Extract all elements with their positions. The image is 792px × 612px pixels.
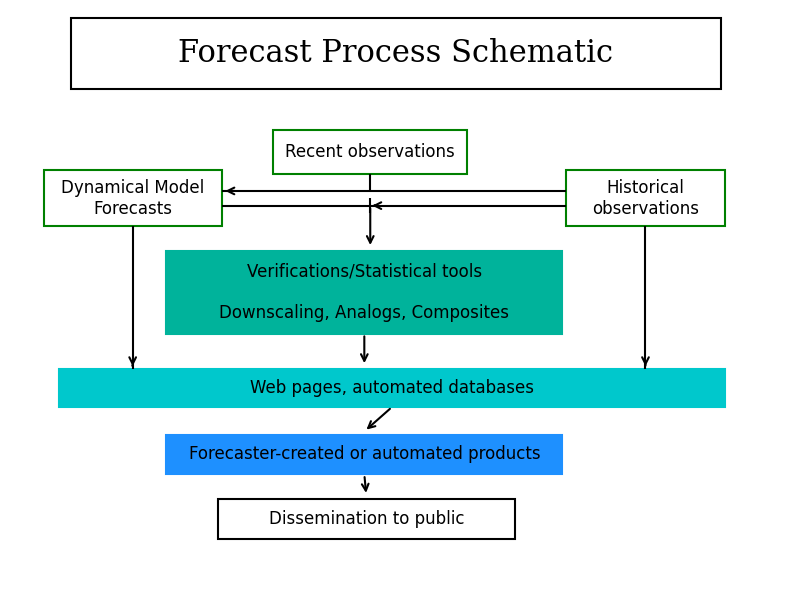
Text: Dynamical Model
Forecasts: Dynamical Model Forecasts [61, 179, 204, 218]
Text: Dissemination to public: Dissemination to public [268, 510, 464, 528]
FancyBboxPatch shape [566, 170, 725, 226]
FancyBboxPatch shape [71, 18, 721, 89]
Text: Web pages, automated databases: Web pages, automated databases [250, 379, 534, 397]
FancyBboxPatch shape [166, 435, 562, 474]
Text: Recent observations: Recent observations [285, 143, 455, 162]
FancyBboxPatch shape [44, 170, 222, 226]
Text: Forecaster-created or automated products: Forecaster-created or automated products [188, 446, 540, 463]
Text: Verifications/Statistical tools

Downscaling, Analogs, Composites: Verifications/Statistical tools Downscal… [219, 263, 509, 322]
FancyBboxPatch shape [59, 369, 725, 407]
FancyBboxPatch shape [218, 499, 515, 539]
FancyBboxPatch shape [273, 130, 467, 174]
FancyBboxPatch shape [166, 251, 562, 334]
Text: Forecast Process Schematic: Forecast Process Schematic [178, 38, 614, 69]
Text: Historical
observations: Historical observations [592, 179, 699, 218]
